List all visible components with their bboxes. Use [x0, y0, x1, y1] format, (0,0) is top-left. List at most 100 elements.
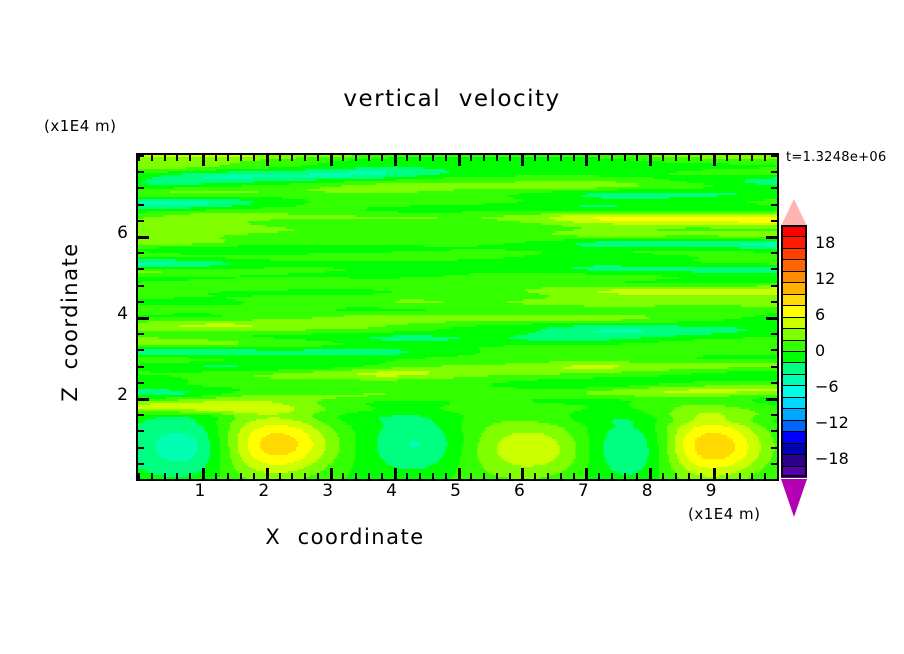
- x-tick-top: [700, 155, 702, 161]
- x-tick: [521, 468, 524, 479]
- colorbar: [781, 225, 807, 478]
- y-axis-unit-label: (x1E4 m): [44, 117, 117, 135]
- x-tick-top: [777, 155, 779, 161]
- x-tick: [726, 473, 728, 479]
- x-tick-top: [483, 155, 485, 161]
- y-tick-right: [766, 317, 777, 320]
- x-tick: [227, 473, 229, 479]
- x-tick: [611, 473, 613, 479]
- y-tick: [138, 268, 144, 270]
- y-tick: [138, 187, 144, 189]
- x-tick-top: [330, 155, 333, 166]
- x-tick: [445, 473, 447, 479]
- x-tick-top: [419, 155, 421, 161]
- y-tick: [138, 366, 144, 368]
- x-tick: [381, 473, 383, 479]
- y-tick: [138, 171, 144, 173]
- x-tick-top: [317, 155, 319, 161]
- y-tick: [138, 220, 144, 222]
- x-tick-top: [304, 155, 306, 161]
- x-tick-top: [560, 155, 562, 161]
- x-tick: [458, 468, 461, 479]
- x-tick: [253, 473, 255, 479]
- colorbar-swatch: [781, 225, 807, 238]
- x-tick-top: [470, 155, 472, 161]
- y-tick-right: [771, 349, 777, 351]
- colorbar-tick-label: −12: [815, 413, 849, 432]
- contour-field: [138, 155, 777, 479]
- y-axis-title: Z coordinate: [58, 242, 82, 402]
- x-tick: [202, 468, 205, 479]
- x-tick-top: [368, 155, 370, 161]
- colorbar-swatch: [781, 247, 807, 260]
- x-tick-top: [739, 155, 741, 161]
- x-tick-top: [509, 155, 511, 161]
- x-tick: [164, 473, 166, 479]
- y-tick-right: [771, 333, 777, 335]
- x-tick: [176, 473, 178, 479]
- x-tick-top: [688, 155, 690, 161]
- x-tick: [688, 473, 690, 479]
- x-tick-top: [406, 155, 408, 161]
- x-tick: [394, 468, 397, 479]
- colorbar-swatch: [781, 465, 807, 478]
- x-tick: [675, 473, 677, 479]
- x-tick-top: [138, 155, 140, 161]
- x-tick: [573, 473, 575, 479]
- colorbar-swatch: [781, 339, 807, 352]
- x-tick-top: [713, 155, 716, 166]
- x-tick-top: [176, 155, 178, 161]
- x-tick: [189, 473, 191, 479]
- x-tick-top: [291, 155, 293, 161]
- x-tick: [713, 468, 716, 479]
- y-tick-right: [771, 155, 777, 157]
- y-tick-label: 6: [117, 223, 128, 243]
- y-tick-right: [771, 430, 777, 432]
- x-tick-top: [394, 155, 397, 166]
- y-tick-label: 2: [117, 385, 128, 405]
- y-tick: [138, 447, 144, 449]
- y-tick-right: [771, 414, 777, 416]
- x-tick-top: [227, 155, 229, 161]
- x-tick-top: [215, 155, 217, 161]
- colorbar-swatch: [781, 442, 807, 455]
- x-axis-unit-label: (x1E4 m): [688, 505, 761, 523]
- colorbar-tick-label: −6: [815, 377, 839, 396]
- colorbar-swatch: [781, 362, 807, 375]
- y-tick: [138, 430, 144, 432]
- colorbar-swatch: [781, 419, 807, 432]
- x-tick: [215, 473, 217, 479]
- x-tick-top: [726, 155, 728, 161]
- x-tick-label: 6: [513, 481, 525, 501]
- y-tick-right: [771, 382, 777, 384]
- x-tick: [330, 468, 333, 479]
- y-tick: [138, 479, 144, 481]
- colorbar-tick-label: 18: [815, 233, 836, 252]
- x-tick-top: [253, 155, 255, 161]
- x-tick: [700, 473, 702, 479]
- x-tick-top: [240, 155, 242, 161]
- x-tick: [483, 473, 485, 479]
- x-tick: [624, 473, 626, 479]
- x-tick-top: [624, 155, 626, 161]
- colorbar-swatch: [781, 351, 807, 364]
- x-tick-label: 9: [705, 481, 717, 501]
- colorbar-swatch: [781, 316, 807, 329]
- y-tick-right: [766, 236, 777, 239]
- x-tick: [547, 473, 549, 479]
- y-tick: [138, 285, 144, 287]
- y-tick: [138, 349, 144, 351]
- x-tick: [240, 473, 242, 479]
- y-tick-right: [771, 204, 777, 206]
- colorbar-over-arrow-icon: [781, 199, 807, 226]
- x-tick: [534, 473, 536, 479]
- x-tick: [355, 473, 357, 479]
- y-tick-right: [771, 366, 777, 368]
- x-tick: [751, 473, 753, 479]
- colorbar-tick-label: −18: [815, 449, 849, 468]
- x-tick: [764, 473, 766, 479]
- colorbar-swatch: [781, 454, 807, 467]
- x-tick: [777, 473, 779, 479]
- y-tick-right: [771, 220, 777, 222]
